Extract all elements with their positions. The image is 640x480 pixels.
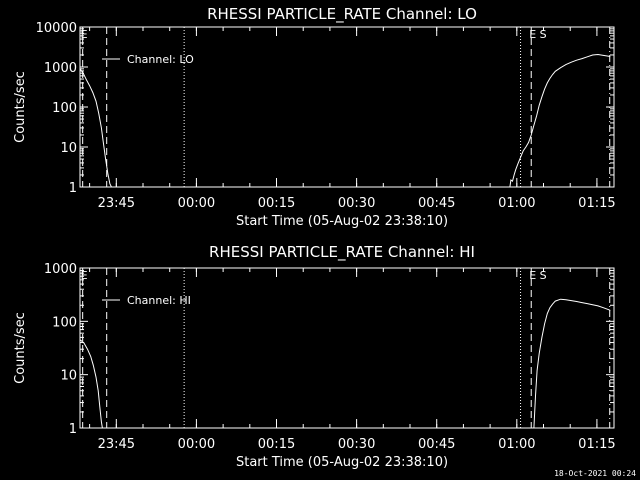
x-tick-label: 01:00: [498, 437, 535, 452]
x-tick-label: 00:00: [178, 437, 215, 452]
y-tick-label: 10: [60, 369, 77, 384]
y-tick-label: 100: [52, 101, 77, 116]
event-marker-label: E: [81, 269, 88, 282]
chart-panel-2: RHESSI PARTICLE_RATE Channel: HI 1 10 100 10…: [13, 243, 616, 470]
x-axis-label: Start Time (05-Aug-02 23:38:10): [236, 214, 448, 229]
y-tick-label: 100: [52, 315, 77, 330]
y-tick-label: 1: [69, 181, 77, 196]
chart-panel-1: RHESSI PARTICLE_RATE Channel: LO 1 10 100 10…: [13, 5, 616, 229]
event-marker-label: E S: [529, 269, 546, 282]
x-tick-label: 00:00: [178, 196, 215, 211]
x-tick-label: 00:15: [258, 437, 295, 452]
x-tick-label: 00:45: [418, 437, 455, 452]
legend-label: Channel: HI: [127, 294, 191, 307]
series-line: [79, 339, 103, 429]
series-line: [79, 68, 112, 188]
y-tick-label: 1000: [44, 61, 77, 76]
x-tick-label: 01:00: [498, 196, 535, 211]
y-tick-label: 10: [60, 141, 77, 156]
x-tick-label: 01:15: [578, 437, 615, 452]
plot-frame: [79, 267, 615, 429]
y-tick-label: 1000: [44, 262, 77, 277]
chart-title: RHESSI PARTICLE_RATE Channel: LO: [207, 5, 477, 24]
event-marker-label: E S: [529, 28, 546, 41]
x-tick-label: 23:45: [98, 196, 135, 211]
x-tick-label: 00:30: [338, 437, 375, 452]
event-marker-label: E: [81, 28, 88, 41]
x-tick-label: 23:45: [98, 437, 135, 452]
series-line: [533, 298, 611, 429]
plot-frame: [79, 26, 615, 188]
x-tick-label: 01:15: [578, 196, 615, 211]
y-axis-label: Counts/sec: [13, 71, 28, 143]
x-tick-label: 00:15: [258, 196, 295, 211]
y-tick-label: 10000: [36, 21, 77, 36]
series-line: [509, 53, 611, 188]
legend-label: Channel: LO: [127, 53, 194, 66]
y-axis-label: Counts/sec: [13, 312, 28, 384]
generated-timestamp: 18-Oct-2021 00:24: [554, 469, 636, 478]
y-tick-label: 1: [69, 422, 77, 437]
chart-title: RHESSI PARTICLE_RATE Channel: HI: [209, 243, 475, 262]
x-axis-label: Start Time (05-Aug-02 23:38:10): [236, 455, 448, 470]
x-tick-label: 00:45: [418, 196, 455, 211]
x-tick-label: 00:30: [338, 196, 375, 211]
